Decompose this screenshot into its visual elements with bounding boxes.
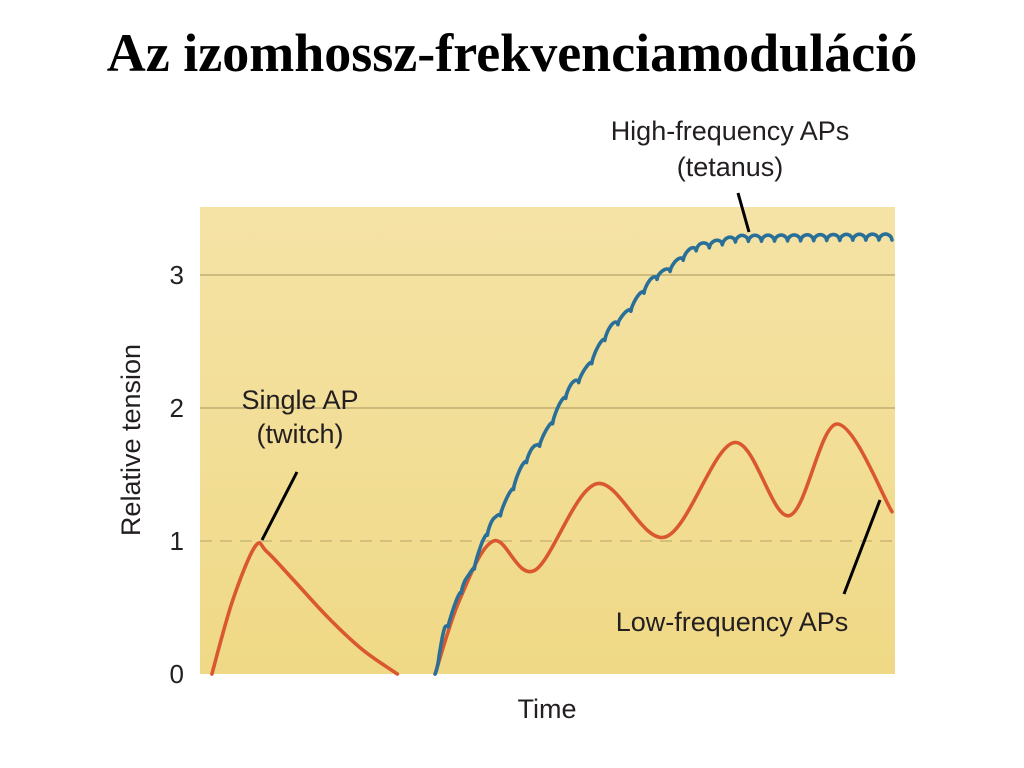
annotations: Single AP (twitch) Low-frequency APs High-f… (241, 116, 882, 637)
annotation-0: Single AP (twitch) (241, 385, 359, 541)
annotation-0-leader (260, 471, 299, 541)
y-tick-label-3: 3 (170, 260, 184, 290)
x-axis-label: Time (518, 694, 577, 724)
plot-background (200, 207, 895, 674)
y-tick-label-2: 2 (170, 393, 184, 423)
annotation-2-leader (736, 192, 751, 233)
annotation-0-line-0: Single AP (241, 385, 358, 415)
series-lines (210, 232, 894, 676)
y-axis-label: Relative tension (116, 344, 146, 536)
annotation-1-leader (842, 499, 882, 595)
annotation-2-line-0: High-frequency APs (611, 116, 850, 146)
series-line-single-ap (210, 541, 400, 676)
y-tick-label-1: 1 (170, 526, 184, 556)
annotation-0-line-1: (twitch) (257, 419, 344, 449)
annotation-1: Low-frequency APs (616, 499, 882, 637)
annotation-1-line-0: Low-frequency APs (616, 607, 849, 637)
annotation-2: High-frequency APs (tetanus) (611, 116, 850, 233)
grid-lines (200, 274, 895, 542)
y-tick-label-0: 0 (170, 659, 184, 689)
series-line-high-frequency-aps (433, 232, 894, 676)
series-line-low-frequency-aps (433, 422, 894, 676)
y-tick-labels: 0 1 2 3 (170, 260, 184, 689)
page-title: Az izomhossz-frekvenciamoduláció (106, 23, 918, 83)
annotation-2-line-1: (tetanus) (677, 152, 784, 182)
